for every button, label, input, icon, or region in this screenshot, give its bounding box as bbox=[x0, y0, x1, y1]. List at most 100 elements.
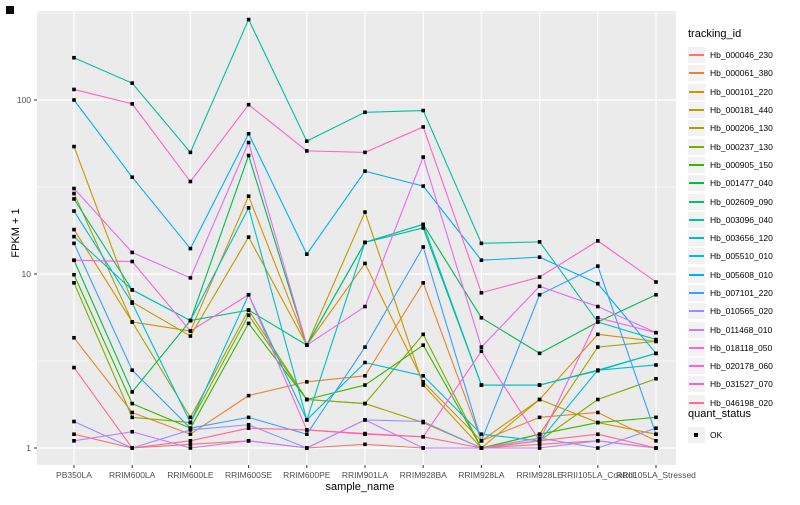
data-point bbox=[596, 446, 600, 450]
data-point bbox=[654, 415, 658, 420]
data-point bbox=[363, 304, 367, 309]
legend-item-Hb_003656_120: Hb_003656_120 bbox=[688, 229, 800, 247]
data-point bbox=[188, 150, 193, 155]
legend-item-label: Hb_003656_120 bbox=[710, 233, 773, 244]
data-point bbox=[479, 349, 484, 354]
legend-item-Hb_020178_060: Hb_020178_060 bbox=[688, 357, 800, 375]
legend-key-swatch bbox=[688, 248, 705, 265]
data-point bbox=[305, 397, 309, 402]
data-point bbox=[130, 175, 134, 180]
data-point bbox=[363, 442, 367, 447]
quant-legend-key-swatch bbox=[688, 427, 705, 444]
data-point bbox=[72, 241, 76, 246]
data-point bbox=[305, 149, 309, 153]
legend-item-label: Hb_000237_130 bbox=[710, 141, 773, 152]
legend-item-Hb_003096_040: Hb_003096_040 bbox=[688, 211, 800, 229]
data-point bbox=[537, 397, 542, 402]
data-point bbox=[130, 81, 134, 85]
data-point bbox=[537, 415, 542, 420]
legend-key-line bbox=[689, 383, 704, 386]
legend-item-Hb_000061_380: Hb_000061_380 bbox=[688, 64, 800, 82]
y-axis-title: FPKM + 1 bbox=[10, 208, 22, 258]
legend-item-label: Hb_000101_220 bbox=[710, 86, 773, 97]
data-point bbox=[479, 258, 484, 263]
data-point bbox=[246, 131, 251, 136]
legend-item-label: Hb_000905_150 bbox=[710, 159, 773, 170]
data-point bbox=[363, 418, 367, 422]
legend-item-Hb_005510_010: Hb_005510_010 bbox=[688, 247, 800, 265]
legend-item-Hb_046198_020: Hb_046198_020 bbox=[688, 394, 800, 412]
data-point bbox=[188, 246, 193, 251]
data-point bbox=[72, 272, 76, 277]
data-point bbox=[596, 345, 600, 349]
legend-key-line bbox=[689, 328, 704, 331]
data-point bbox=[596, 320, 600, 324]
data-point bbox=[654, 351, 658, 356]
data-point bbox=[654, 292, 658, 297]
data-point bbox=[479, 446, 484, 450]
x-tick-label: RRIM928BA bbox=[400, 470, 448, 480]
data-point bbox=[246, 422, 251, 427]
data-point bbox=[421, 226, 425, 230]
data-point bbox=[72, 87, 76, 92]
data-point bbox=[596, 332, 600, 337]
data-point bbox=[421, 281, 425, 285]
data-point bbox=[72, 191, 76, 196]
legend-item-label: Hb_000206_130 bbox=[710, 123, 773, 134]
data-point bbox=[479, 438, 484, 443]
legend-key-swatch bbox=[688, 102, 705, 119]
legend-item-label: Hb_005510_010 bbox=[710, 251, 773, 262]
data-point bbox=[421, 419, 425, 424]
legend-item-Hb_005608_010: Hb_005608_010 bbox=[688, 266, 800, 284]
data-point bbox=[363, 431, 367, 436]
x-tick-label: RRIM600LE bbox=[167, 470, 214, 480]
data-point bbox=[305, 418, 309, 422]
legend-key-line bbox=[689, 273, 704, 276]
legend-key-line bbox=[689, 310, 704, 313]
legend-key-swatch bbox=[688, 175, 705, 192]
data-point bbox=[305, 343, 309, 347]
x-tick-label: RRIM600SE bbox=[225, 470, 273, 480]
x-tick-label: RRII105LA_Control bbox=[561, 470, 635, 480]
legend-item-Hb_000046_230: Hb_000046_230 bbox=[688, 46, 800, 64]
data-point bbox=[188, 446, 193, 450]
legend-key-line bbox=[689, 90, 704, 93]
legend-item-label: Hb_000061_380 bbox=[710, 68, 773, 79]
data-point bbox=[72, 98, 76, 102]
legend-key-swatch bbox=[688, 303, 705, 320]
data-point bbox=[130, 320, 134, 324]
legend-key-line bbox=[689, 218, 704, 221]
legend-key-line bbox=[689, 145, 704, 148]
data-point bbox=[246, 321, 251, 326]
quant-ok-point-icon bbox=[694, 433, 698, 438]
legend-key-swatch bbox=[688, 285, 705, 301]
legend-item-Hb_007101_220: Hb_007101_220 bbox=[688, 284, 800, 302]
data-point bbox=[188, 420, 193, 425]
quant-status-legend: quant_status OK bbox=[688, 408, 800, 444]
data-point bbox=[421, 245, 425, 249]
legend-key-swatch bbox=[688, 358, 705, 375]
data-point bbox=[246, 292, 251, 297]
data-point bbox=[72, 438, 76, 443]
legend-key-swatch bbox=[688, 120, 705, 137]
data-point bbox=[130, 288, 134, 292]
data-point bbox=[305, 428, 309, 432]
data-point bbox=[72, 258, 76, 263]
data-point bbox=[72, 197, 76, 201]
legend-item-Hb_000206_130: Hb_000206_130 bbox=[688, 119, 800, 137]
data-point bbox=[596, 410, 600, 415]
legend-key-swatch bbox=[688, 376, 705, 393]
data-point bbox=[421, 222, 425, 227]
legend-item-Hb_011468_010: Hb_011468_010 bbox=[688, 320, 800, 338]
data-point bbox=[479, 241, 484, 246]
data-point bbox=[72, 186, 76, 191]
data-point bbox=[596, 316, 600, 320]
data-point bbox=[188, 276, 193, 280]
y-tick-label: 10 bbox=[22, 269, 32, 279]
data-point bbox=[188, 438, 193, 443]
data-point bbox=[246, 415, 251, 420]
data-point bbox=[72, 144, 76, 149]
legend-item-Hb_010565_020: Hb_010565_020 bbox=[688, 302, 800, 320]
